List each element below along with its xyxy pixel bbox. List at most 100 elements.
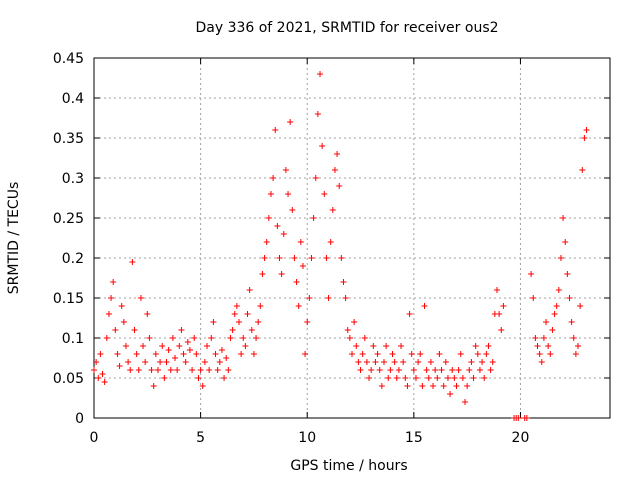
data-point-plus bbox=[127, 367, 134, 373]
data-point-plus bbox=[355, 359, 362, 365]
data-point-plus bbox=[496, 311, 503, 317]
data-point-plus bbox=[229, 327, 236, 333]
data-point-plus bbox=[242, 343, 249, 349]
data-point-plus bbox=[493, 287, 500, 293]
data-point-plus bbox=[146, 335, 153, 341]
data-point-plus bbox=[523, 415, 530, 421]
data-point-plus bbox=[186, 347, 193, 353]
data-point-plus bbox=[566, 295, 573, 301]
data-point-plus bbox=[462, 399, 469, 405]
data-point-plus bbox=[95, 375, 102, 381]
data-point-plus bbox=[259, 271, 266, 277]
y-tick-label: 0.05 bbox=[53, 371, 84, 387]
data-point-plus bbox=[157, 359, 164, 365]
data-point-plus bbox=[97, 351, 104, 357]
data-point-plus bbox=[176, 343, 183, 349]
data-point-plus bbox=[408, 351, 415, 357]
data-point-plus bbox=[389, 351, 396, 357]
data-point-plus bbox=[105, 311, 112, 317]
y-tick-label: 0.4 bbox=[62, 91, 84, 107]
data-point-plus bbox=[135, 367, 142, 373]
data-point-plus bbox=[125, 359, 132, 365]
data-point-plus bbox=[167, 367, 174, 373]
x-tick-label: 5 bbox=[196, 430, 205, 446]
data-point-plus bbox=[142, 359, 149, 365]
data-point-plus bbox=[233, 303, 240, 309]
data-point-plus bbox=[225, 367, 232, 373]
data-point-plus bbox=[568, 319, 575, 325]
data-point-plus bbox=[368, 367, 375, 373]
data-point-plus bbox=[547, 351, 554, 357]
data-point-plus bbox=[223, 355, 230, 361]
data-point-plus bbox=[570, 335, 577, 341]
data-point-plus bbox=[359, 351, 366, 357]
data-point-plus bbox=[572, 351, 579, 357]
data-point-plus bbox=[453, 383, 460, 389]
data-point-plus bbox=[378, 383, 385, 389]
x-axis-label: GPS time / hours bbox=[290, 458, 407, 474]
data-point-plus bbox=[551, 311, 558, 317]
data-point-plus bbox=[349, 351, 355, 357]
data-point-plus bbox=[317, 71, 324, 77]
data-point-plus bbox=[129, 259, 136, 265]
data-point-plus bbox=[402, 375, 409, 381]
x-tick-label: 10 bbox=[298, 430, 316, 446]
data-point-plus bbox=[276, 255, 283, 261]
data-point-plus bbox=[169, 335, 176, 341]
data-point-plus bbox=[152, 351, 159, 357]
x-tick-label: 15 bbox=[405, 430, 423, 446]
data-points bbox=[91, 71, 590, 421]
data-point-plus bbox=[133, 351, 140, 357]
data-point-plus bbox=[340, 279, 347, 285]
data-point-plus bbox=[159, 343, 166, 349]
data-point-plus bbox=[267, 191, 274, 197]
data-point-plus bbox=[148, 367, 155, 373]
data-point-plus bbox=[560, 215, 567, 221]
data-point-plus bbox=[485, 343, 492, 349]
data-point-plus bbox=[140, 343, 147, 349]
data-point-plus bbox=[189, 367, 196, 373]
data-point-plus bbox=[342, 295, 349, 301]
data-point-plus bbox=[457, 351, 464, 357]
data-point-plus bbox=[263, 239, 270, 245]
data-point-plus bbox=[540, 335, 547, 341]
data-point-plus bbox=[110, 279, 117, 285]
data-point-plus bbox=[248, 327, 255, 333]
data-point-plus bbox=[363, 359, 370, 365]
y-tick-label: 0.1 bbox=[62, 331, 84, 347]
data-point-plus bbox=[299, 263, 306, 269]
data-point-plus bbox=[581, 135, 588, 141]
data-point-plus bbox=[329, 207, 336, 213]
data-point-plus bbox=[459, 375, 466, 381]
data-point-plus bbox=[336, 183, 343, 189]
data-point-plus bbox=[193, 351, 200, 357]
data-point-plus bbox=[579, 167, 586, 173]
data-point-plus bbox=[321, 191, 328, 197]
plot-frame bbox=[93, 57, 611, 419]
data-point-plus bbox=[172, 355, 179, 361]
data-point-plus bbox=[583, 127, 590, 133]
data-point-plus bbox=[212, 351, 219, 357]
data-point-plus bbox=[528, 271, 535, 277]
data-point-plus bbox=[380, 359, 387, 365]
data-point-plus bbox=[415, 359, 422, 365]
data-point-plus bbox=[479, 359, 486, 365]
grid-lines bbox=[94, 58, 610, 418]
data-point-plus bbox=[114, 351, 121, 357]
data-point-plus bbox=[421, 303, 428, 309]
data-point-plus bbox=[293, 279, 300, 285]
data-point-plus bbox=[295, 303, 302, 309]
data-point-plus bbox=[174, 367, 181, 373]
data-point-plus bbox=[344, 327, 351, 333]
data-point-plus bbox=[103, 335, 110, 341]
x-tick-label: 20 bbox=[512, 430, 530, 446]
data-point-plus bbox=[430, 383, 437, 389]
data-point-plus bbox=[282, 167, 289, 173]
data-point-plus bbox=[195, 375, 202, 381]
data-point-plus bbox=[214, 367, 221, 373]
data-point-plus bbox=[240, 335, 247, 341]
data-point-plus bbox=[376, 367, 383, 373]
chart-title: Day 336 of 2021, SRMTID for receiver ous… bbox=[195, 20, 498, 36]
data-point-plus bbox=[250, 351, 257, 357]
data-point-plus bbox=[438, 367, 445, 373]
